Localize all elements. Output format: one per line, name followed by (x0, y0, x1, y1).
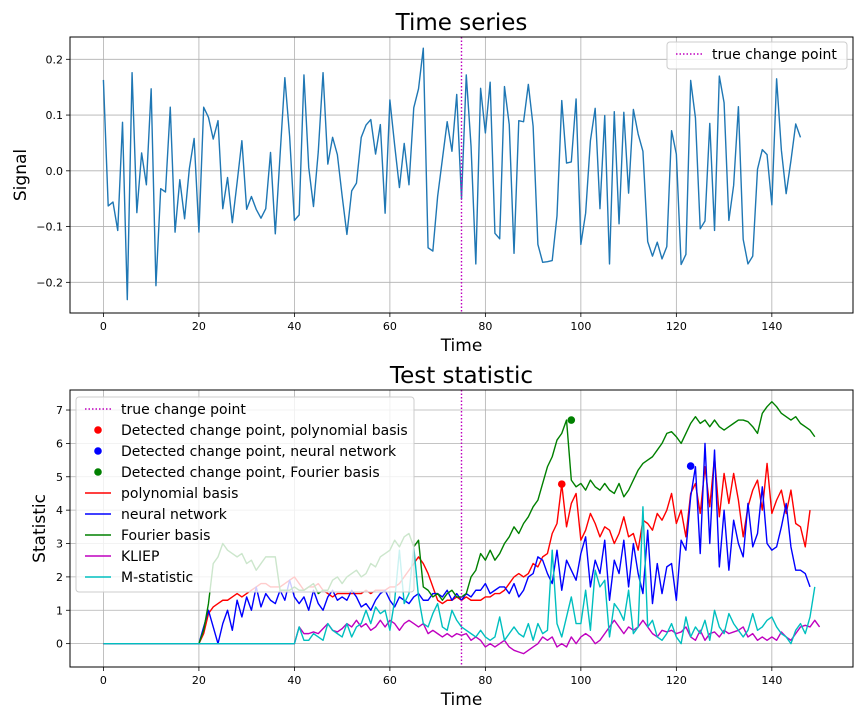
plot-frame (69, 36, 854, 314)
x-tick-label: 40 (287, 674, 301, 687)
y-axis-label: Statistic (30, 494, 50, 563)
legend-item: true change point (676, 47, 837, 63)
series-neural-network-line (103, 442, 811, 645)
x-tick-label: 140 (761, 320, 782, 333)
legend-item: Detected change point, Fourier basis (94, 465, 380, 481)
x-tick-label: 20 (192, 674, 206, 687)
legend-box (666, 41, 848, 70)
y-tick-label: −0.1 (36, 221, 63, 234)
y-tick-label: 0.1 (46, 109, 64, 122)
legend: true change point Detected change point, … (75, 396, 415, 593)
time-series-chart: 0 20 40 60 80 100 120 140 −0.2 −0.1 0.0 0.1 0.2 Time … (11, 10, 854, 356)
legend-label: Detected change point, Fourier basis (121, 465, 380, 481)
x-tick-label: 0 (100, 674, 107, 687)
legend-item: Fourier basis (85, 528, 210, 544)
legend-marker-icon (94, 468, 102, 476)
y-tick-label: 0.2 (46, 53, 64, 66)
chart-title: Test statistic (389, 363, 533, 389)
plot-area (103, 390, 821, 667)
signal-series-line (102, 47, 802, 301)
x-tick-label: 120 (666, 674, 687, 687)
legend-label: true change point (712, 47, 837, 63)
legend-label: Detected change point, neural network (121, 444, 397, 460)
plot-area (102, 37, 802, 313)
test-statistic-chart: 0 20 40 60 80 100 120 140 0 1 2 3 4 5 6 7 Test statistic… (30, 363, 854, 710)
detected-change-point-marker (557, 480, 566, 488)
y-tick-label: 7 (56, 404, 63, 417)
legend-marker-icon (94, 426, 102, 434)
legend-marker-icon (94, 447, 102, 455)
legend-box (75, 396, 415, 593)
legend-item: KLIEP (85, 549, 159, 565)
y-tick-label: 2 (56, 571, 63, 584)
legend-label: neural network (121, 507, 228, 523)
x-tick-label: 100 (570, 320, 591, 333)
legend-item: true change point (85, 402, 246, 418)
chart-title: Time series (395, 10, 528, 36)
legend-label: true change point (121, 402, 246, 418)
legend-item: neural network (85, 507, 228, 523)
detected-change-point-marker (567, 416, 576, 424)
legend: true change point (666, 41, 848, 70)
x-tick-label: 120 (666, 320, 687, 333)
y-tick-label: −0.2 (36, 276, 63, 289)
x-tick-label: 60 (383, 674, 397, 687)
x-tick-label: 40 (287, 320, 301, 333)
y-axis-label: Signal (11, 149, 31, 201)
y-tick-label: 3 (56, 538, 63, 551)
y-tick-label: 4 (56, 504, 63, 517)
legend-label: KLIEP (121, 549, 159, 565)
y-tick-label: 5 (56, 471, 63, 484)
plot-frame (69, 389, 854, 668)
x-axis-label: Time (440, 690, 483, 710)
y-tick-label: 1 (56, 604, 63, 617)
legend-label: polynomial basis (121, 486, 238, 502)
detected-change-point-marker (686, 462, 695, 470)
series-m-statistic-line (103, 506, 816, 645)
legend-item: polynomial basis (85, 486, 238, 502)
y-tick-label: 6 (56, 437, 63, 450)
x-axis-label: Time (440, 336, 483, 356)
legend-label: Detected change point, polynomial basis (121, 423, 408, 439)
x-tick-label: 80 (478, 320, 492, 333)
x-tick-label: 60 (383, 320, 397, 333)
legend-item: M-statistic (85, 570, 193, 586)
x-tick-label: 80 (478, 674, 492, 687)
legend-label: Fourier basis (121, 528, 210, 544)
x-tick-label: 140 (761, 674, 782, 687)
x-tick-label: 20 (192, 320, 206, 333)
x-tick-label: 100 (570, 674, 591, 687)
x-tick-label: 0 (100, 320, 107, 333)
y-tick-label: 0.0 (46, 165, 64, 178)
legend-item: Detected change point, polynomial basis (94, 423, 408, 439)
y-tick-label: 0 (56, 638, 63, 651)
legend-label: M-statistic (121, 570, 193, 586)
legend-item: Detected change point, neural network (94, 444, 397, 460)
